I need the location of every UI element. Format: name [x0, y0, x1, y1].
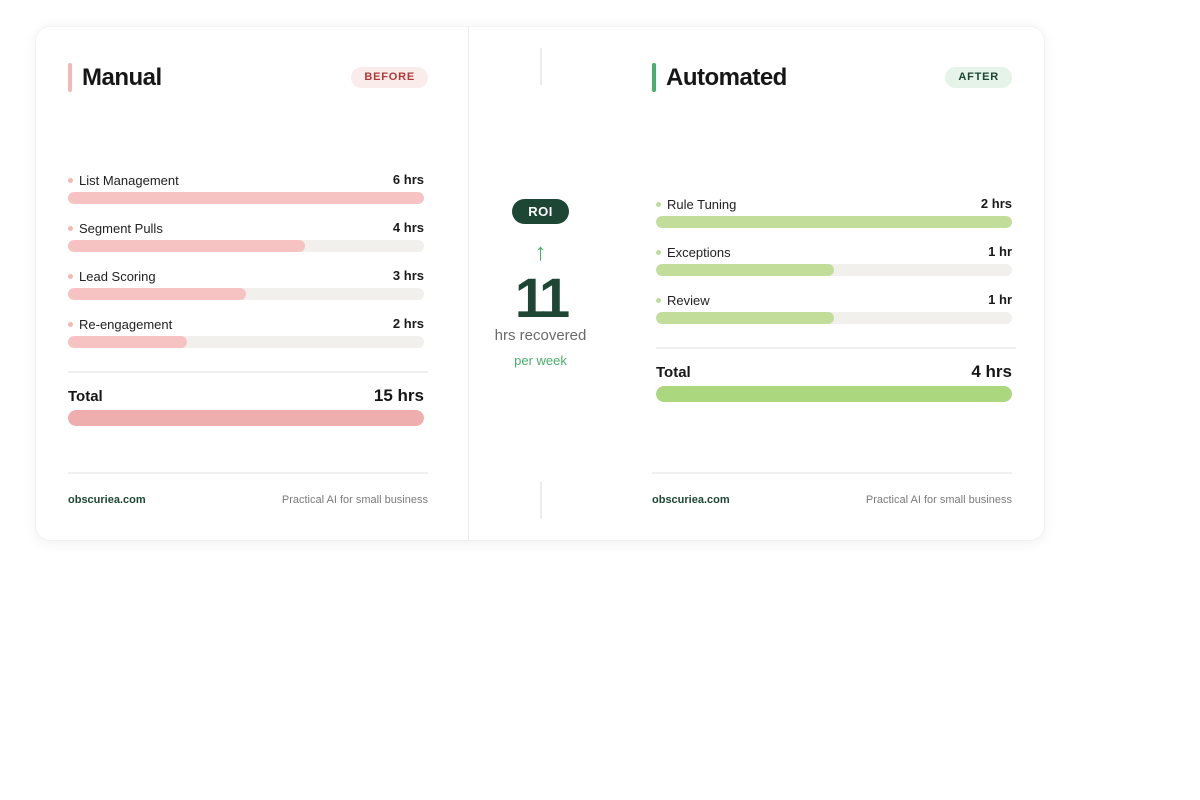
automated-task-row: Rule Tuning 2 hrs	[656, 196, 1012, 244]
task-hours: 3 hrs	[392, 268, 424, 283]
task-label: Lead Scoring	[79, 269, 156, 284]
total-label: Total	[68, 388, 103, 405]
total-bar-track	[656, 386, 1012, 402]
total-divider	[656, 347, 1016, 349]
manual-footer: obscuriea.com Practical AI for small bus…	[68, 472, 428, 512]
before-badge: BEFORE	[351, 67, 428, 88]
bullet-dot	[656, 202, 661, 207]
task-hours: 4 hrs	[392, 220, 424, 235]
automated-task-row: Exceptions 1 hr	[656, 244, 1012, 292]
task-bar-fill	[656, 312, 834, 324]
task-bar-track	[656, 312, 1012, 324]
manual-title: Manual	[82, 64, 162, 91]
total-bar-track	[68, 410, 424, 426]
automated-panel: Automated AFTER Rule Tuning 2 hrs Except…	[652, 27, 1016, 540]
manual-panel: Manual BEFORE List Management 6 hrs Segm…	[68, 27, 428, 540]
task-label: Exceptions	[667, 245, 731, 260]
task-bar-fill	[68, 192, 424, 204]
manual-header: Manual BEFORE	[68, 63, 428, 92]
manual-accent-bar	[68, 63, 72, 92]
total-hours: 15 hrs	[373, 386, 424, 405]
task-hours: 2 hrs	[392, 316, 424, 331]
task-bar-track	[68, 288, 424, 300]
bullet-dot	[656, 250, 661, 255]
comparison-card: Manual BEFORE List Management 6 hrs Segm…	[36, 27, 1044, 540]
total-bar-fill	[68, 410, 424, 426]
manual-total: Total 15 hrs	[68, 371, 428, 431]
task-bar-track	[68, 240, 424, 252]
manual-task-row: List Management 6 hrs	[68, 172, 424, 220]
task-bar-fill	[68, 336, 187, 348]
task-label: Review	[667, 293, 710, 308]
arrow-up-icon: ↑	[534, 239, 547, 266]
total-hours: 4 hrs	[971, 362, 1012, 381]
task-hours: 2 hrs	[980, 196, 1012, 211]
task-bar-track	[656, 264, 1012, 276]
task-bar-fill	[656, 216, 1012, 228]
footer-tagline: Practical AI for small business	[865, 494, 1012, 506]
footer-divider	[652, 472, 1012, 474]
task-hours: 1 hr	[988, 244, 1012, 259]
total-label: Total	[656, 364, 691, 381]
automated-accent-bar	[652, 63, 656, 92]
roi-badge: ROI	[512, 199, 569, 224]
task-label: Rule Tuning	[667, 197, 737, 212]
bullet-dot	[68, 226, 73, 231]
task-bar-track	[68, 336, 424, 348]
automated-task-list: Rule Tuning 2 hrs Exceptions 1 hr Review…	[656, 196, 1012, 340]
task-label: Re-engagement	[79, 317, 173, 332]
bullet-dot	[68, 274, 73, 279]
total-bar-fill	[656, 386, 1012, 402]
footer-site: obscuriea.com	[68, 494, 146, 506]
task-bar-fill	[68, 240, 306, 252]
bullet-dot	[68, 322, 73, 327]
roi-connector-top	[540, 48, 542, 85]
task-hours: 6 hrs	[392, 172, 424, 187]
manual-task-list: List Management 6 hrs Segment Pulls 4 hr…	[68, 172, 424, 364]
hours-recovered-number: 11	[514, 266, 570, 329]
after-badge: AFTER	[945, 67, 1012, 88]
automated-title: Automated	[666, 64, 787, 91]
automated-header: Automated AFTER	[652, 63, 1012, 92]
bullet-dot	[656, 298, 661, 303]
manual-task-row: Segment Pulls 4 hrs	[68, 220, 424, 268]
task-label: Segment Pulls	[79, 221, 163, 236]
bullet-dot	[68, 178, 73, 183]
panel-divider	[468, 27, 469, 540]
automated-total: Total 4 hrs	[656, 347, 1016, 407]
total-divider	[68, 371, 428, 373]
footer-tagline: Practical AI for small business	[281, 494, 428, 506]
footer-divider	[68, 472, 428, 474]
automated-footer: obscuriea.com Practical AI for small bus…	[652, 472, 1012, 512]
manual-task-row: Lead Scoring 3 hrs	[68, 268, 424, 316]
roi-column: ROI ↑ 11 hrs recovered per week	[469, 27, 612, 540]
task-bar-fill	[68, 288, 246, 300]
task-label: List Management	[79, 173, 179, 188]
task-bar-fill	[656, 264, 834, 276]
period-label: per week	[514, 353, 567, 368]
task-bar-track	[68, 192, 424, 204]
hours-recovered-label: hrs recovered	[494, 327, 587, 344]
manual-task-row: Re-engagement 2 hrs	[68, 316, 424, 364]
automated-task-row: Review 1 hr	[656, 292, 1012, 340]
footer-site: obscuriea.com	[652, 494, 730, 506]
roi-connector-bottom	[540, 482, 542, 519]
task-hours: 1 hr	[988, 292, 1012, 307]
task-bar-track	[656, 216, 1012, 228]
